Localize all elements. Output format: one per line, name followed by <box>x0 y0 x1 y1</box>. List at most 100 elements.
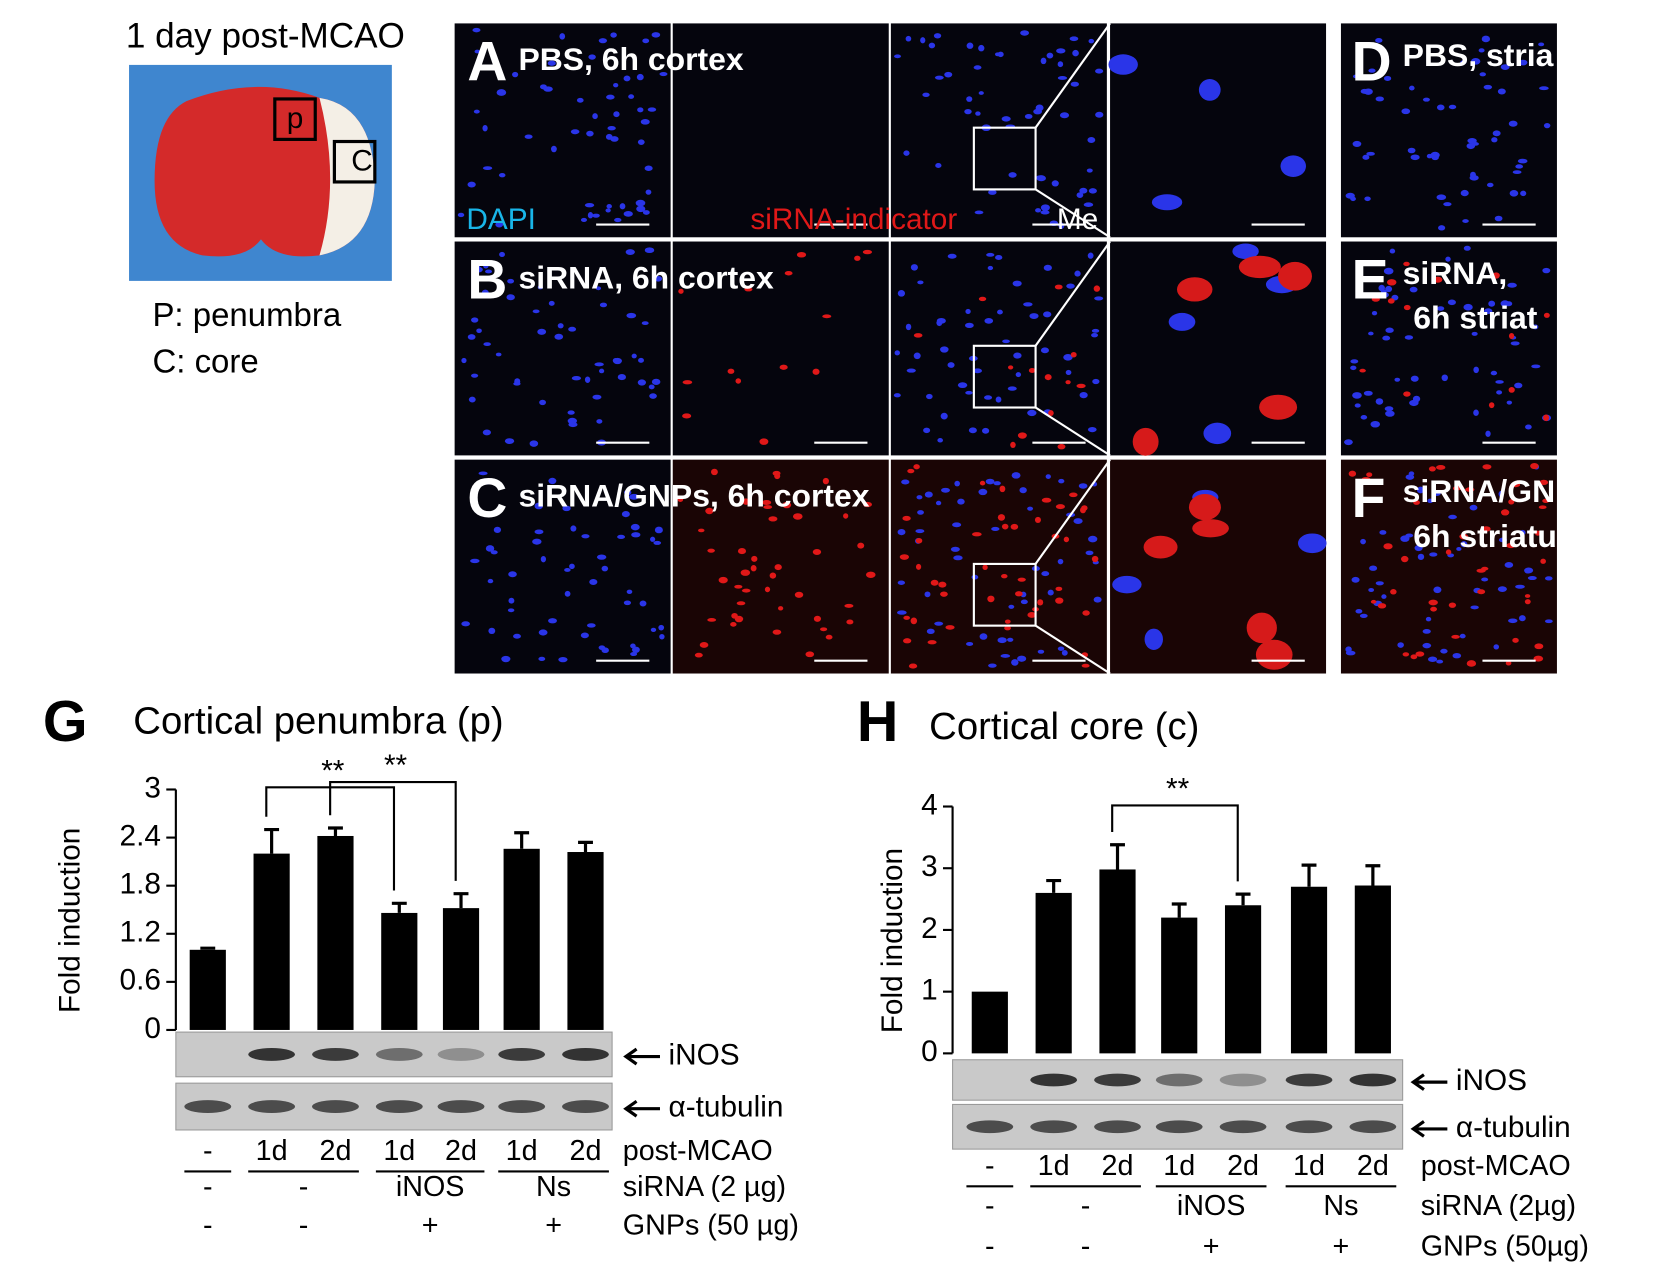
panel-letter: E <box>1352 249 1389 311</box>
cell <box>1459 533 1469 540</box>
cell <box>913 333 923 338</box>
cell <box>1076 383 1086 389</box>
cell <box>1076 192 1084 198</box>
cell <box>488 627 496 635</box>
y-tick-label: 3 <box>144 771 161 804</box>
cell <box>1524 599 1531 605</box>
cell <box>1041 571 1050 577</box>
cell <box>1492 272 1500 279</box>
cell <box>537 285 543 290</box>
x-tick-label: - <box>985 1150 995 1182</box>
cell <box>822 314 832 319</box>
cell <box>941 487 950 493</box>
cell <box>947 253 957 259</box>
cell <box>564 590 571 597</box>
cell <box>501 655 511 663</box>
cell <box>1072 49 1079 57</box>
cell <box>928 42 936 49</box>
band <box>498 1048 546 1061</box>
significance-bracket <box>329 780 457 881</box>
error-bar <box>1046 878 1062 893</box>
cell <box>1054 284 1063 290</box>
cell <box>639 600 647 607</box>
cell <box>857 542 865 549</box>
cell <box>1430 606 1438 612</box>
cell <box>1029 313 1039 319</box>
cell <box>707 618 717 622</box>
cell <box>730 622 737 627</box>
cell <box>1051 180 1059 187</box>
cell <box>707 548 715 553</box>
cell <box>1387 298 1395 304</box>
cell <box>907 468 915 474</box>
cell <box>1477 589 1486 595</box>
x-tick-label: 1d <box>1038 1150 1070 1182</box>
cell <box>1017 432 1027 439</box>
cell <box>628 94 635 99</box>
y-tick-label: 1 <box>921 974 938 1007</box>
cell <box>923 427 931 434</box>
panel-label: PBS, stria <box>1403 37 1554 73</box>
micrograph <box>1340 241 1557 456</box>
cell <box>570 129 580 135</box>
cell <box>784 271 793 276</box>
cell <box>1508 332 1515 339</box>
cell <box>1403 304 1411 311</box>
cell <box>926 393 933 400</box>
cell <box>482 124 488 132</box>
cell <box>922 92 930 97</box>
cell <box>601 565 609 572</box>
cell <box>1540 558 1546 564</box>
cell <box>513 633 521 639</box>
cell <box>764 586 771 593</box>
cell <box>1417 553 1425 560</box>
y-tick-label: 1.2 <box>120 916 161 949</box>
cell <box>650 627 657 632</box>
cell <box>1404 335 1414 340</box>
cell <box>933 33 942 39</box>
row-label: post-MCAO <box>623 1135 773 1167</box>
cell <box>777 606 784 611</box>
bar <box>971 991 1008 1054</box>
cell <box>636 73 644 81</box>
cell <box>1350 365 1357 371</box>
cell <box>1539 86 1549 91</box>
cell <box>1034 516 1041 524</box>
cell <box>1087 136 1096 143</box>
cell <box>736 601 746 606</box>
cell <box>1063 353 1073 361</box>
cell <box>1352 140 1362 148</box>
cell <box>1422 97 1430 102</box>
cell <box>1058 478 1065 484</box>
cell <box>1520 190 1527 197</box>
cell <box>779 364 788 370</box>
cell <box>586 623 596 628</box>
cell <box>596 554 607 560</box>
cell <box>1345 650 1356 656</box>
row-label: siRNA (2 µg) <box>623 1171 786 1203</box>
cell <box>1015 591 1023 597</box>
x-tick-label: 1d <box>256 1135 288 1167</box>
cell <box>1422 642 1432 649</box>
y-tick-label: 0.6 <box>120 964 161 997</box>
cell <box>584 203 595 208</box>
condition-label: - <box>203 1171 213 1203</box>
cell <box>935 162 942 169</box>
cell <box>1506 542 1516 549</box>
cell <box>1079 187 1088 194</box>
cell <box>1486 182 1494 188</box>
cell <box>1055 504 1065 510</box>
cell <box>630 651 638 657</box>
cell <box>908 663 918 669</box>
cell <box>844 603 854 608</box>
cell <box>636 205 646 213</box>
cell <box>540 555 547 563</box>
cell <box>461 621 470 627</box>
penumbra-box <box>273 97 317 141</box>
x-tick-label: 2d <box>570 1135 602 1167</box>
cell <box>915 537 923 544</box>
cell <box>1015 372 1022 378</box>
cell <box>1510 341 1520 346</box>
cell <box>805 651 815 658</box>
cell <box>1192 519 1229 538</box>
